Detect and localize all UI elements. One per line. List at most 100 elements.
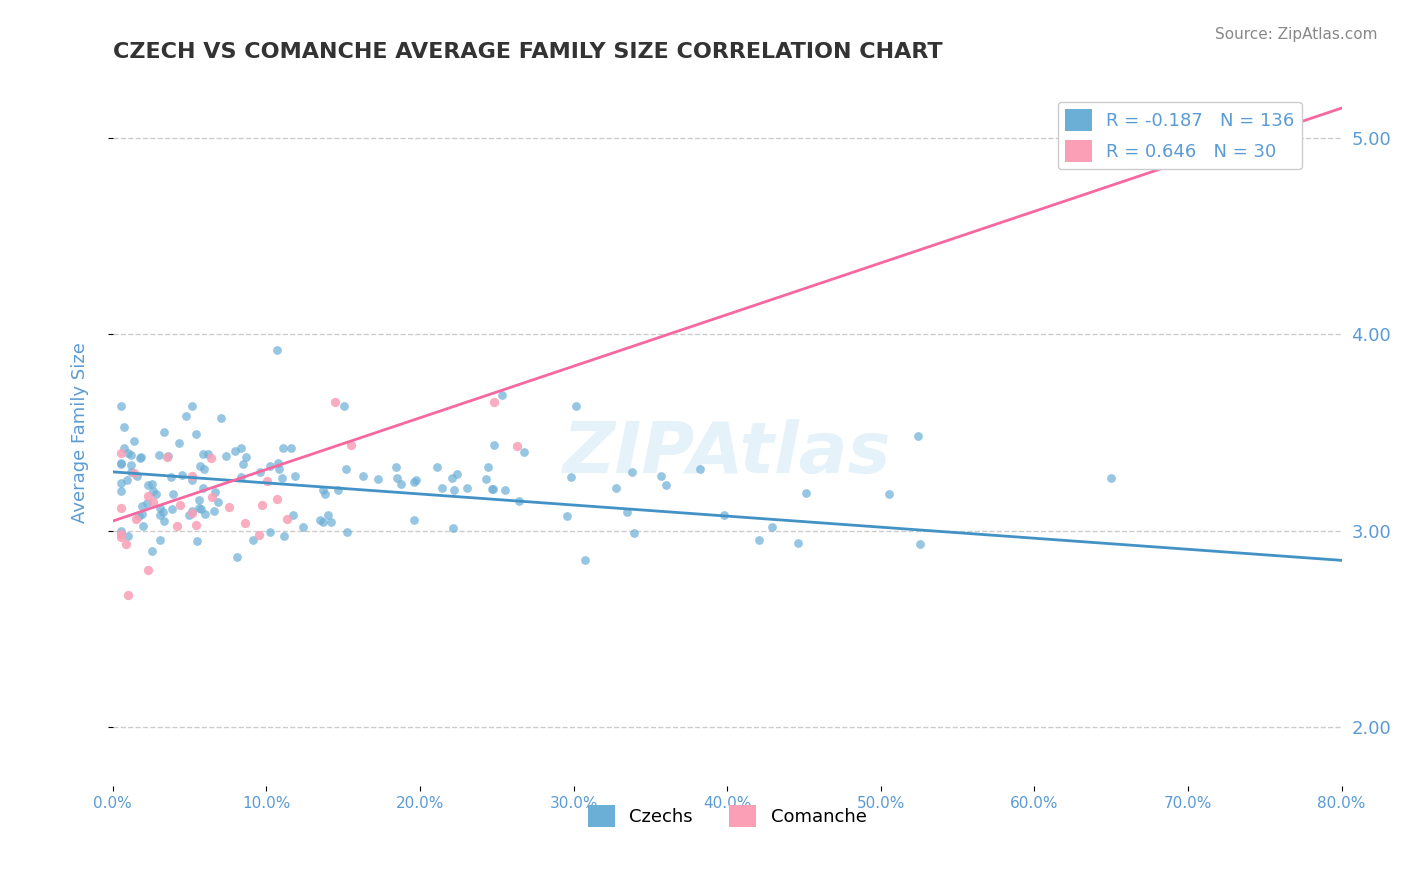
- Point: [231, 441, 253, 455]
- Point: [136, 489, 159, 503]
- Point: [141, 476, 163, 491]
- Point: [513, 444, 536, 458]
- Point: [186, 427, 208, 442]
- Point: [128, 451, 150, 466]
- Point: [335, 462, 357, 476]
- Point: [207, 495, 229, 509]
- Point: [110, 399, 132, 413]
- Point: [1099, 471, 1122, 485]
- Point: [153, 425, 176, 439]
- Point: [475, 472, 498, 486]
- Point: [167, 436, 190, 450]
- Point: [162, 502, 184, 516]
- Point: [201, 490, 224, 504]
- Point: [120, 458, 142, 472]
- Point: [312, 483, 335, 497]
- Text: ZIPAtlas: ZIPAtlas: [562, 419, 891, 488]
- Point: [193, 447, 215, 461]
- Point: [623, 526, 645, 541]
- Point: [385, 471, 408, 485]
- Point: [148, 448, 170, 462]
- Point: [481, 482, 503, 496]
- Point: [232, 457, 254, 471]
- Point: [142, 484, 165, 499]
- Point: [405, 474, 427, 488]
- Point: [555, 509, 578, 524]
- Point: [149, 501, 172, 516]
- Point: [136, 495, 159, 509]
- Point: [446, 467, 468, 481]
- Point: [159, 469, 181, 483]
- Point: [110, 457, 132, 471]
- Point: [259, 525, 281, 540]
- Point: [506, 439, 529, 453]
- Point: [308, 512, 330, 526]
- Point: [110, 500, 132, 515]
- Point: [318, 508, 340, 522]
- Point: [456, 481, 478, 495]
- Point: [266, 492, 288, 507]
- Point: [110, 526, 132, 541]
- Point: [231, 470, 253, 484]
- Point: [249, 465, 271, 479]
- Point: [149, 533, 172, 547]
- Point: [152, 505, 174, 519]
- Point: [389, 476, 412, 491]
- Point: [713, 508, 735, 522]
- Point: [215, 449, 238, 463]
- Point: [188, 458, 211, 473]
- Point: [491, 388, 513, 402]
- Point: [907, 429, 929, 443]
- Point: [333, 399, 356, 413]
- Point: [191, 481, 214, 495]
- Point: [204, 504, 226, 518]
- Point: [247, 527, 270, 541]
- Point: [122, 466, 145, 480]
- Point: [339, 438, 361, 452]
- Point: [194, 507, 217, 521]
- Point: [879, 486, 901, 500]
- Point: [281, 508, 304, 523]
- Point: [166, 518, 188, 533]
- Point: [224, 444, 246, 458]
- Point: [280, 441, 302, 455]
- Point: [117, 588, 139, 602]
- Point: [284, 469, 307, 483]
- Point: [605, 482, 627, 496]
- Text: Source: ZipAtlas.com: Source: ZipAtlas.com: [1215, 27, 1378, 42]
- Point: [259, 458, 281, 473]
- Point: [276, 512, 298, 526]
- Point: [787, 536, 810, 550]
- Point: [200, 451, 222, 466]
- Point: [620, 465, 643, 479]
- Point: [174, 409, 197, 424]
- Point: [117, 529, 139, 543]
- Point: [319, 516, 342, 530]
- Point: [122, 434, 145, 449]
- Point: [128, 508, 150, 523]
- Point: [180, 468, 202, 483]
- Point: [650, 468, 672, 483]
- Point: [908, 537, 931, 551]
- Point: [352, 468, 374, 483]
- Point: [181, 473, 204, 487]
- Point: [235, 516, 257, 530]
- Point: [273, 529, 295, 543]
- Point: [204, 485, 226, 500]
- Point: [477, 460, 499, 475]
- Point: [162, 487, 184, 501]
- Point: [482, 438, 505, 452]
- Point: [197, 447, 219, 461]
- Point: [367, 472, 389, 486]
- Point: [482, 395, 505, 409]
- Point: [136, 563, 159, 577]
- Point: [110, 476, 132, 491]
- Point: [508, 493, 530, 508]
- Point: [242, 533, 264, 548]
- Point: [125, 512, 148, 526]
- Point: [384, 459, 406, 474]
- Point: [110, 446, 132, 460]
- Point: [180, 504, 202, 518]
- Point: [271, 441, 294, 455]
- Point: [131, 507, 153, 521]
